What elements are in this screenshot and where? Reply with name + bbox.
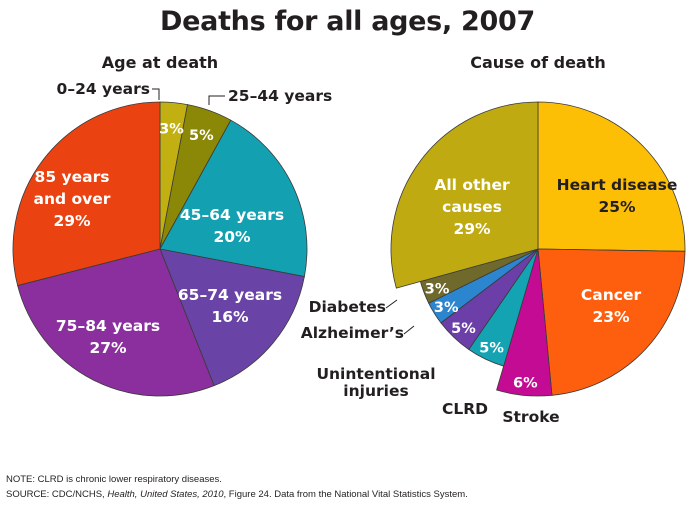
pie-slice-stroke bbox=[496, 248, 553, 397]
cause-stroke-value: 6% bbox=[513, 375, 538, 391]
age-0-24-leader-line bbox=[152, 88, 160, 100]
pie-slice-45-64-years bbox=[159, 119, 308, 278]
source-suffix: , Figure 24. Data from the National Vita… bbox=[223, 489, 468, 500]
cause-alzheimer-s-label: Alzheimer’s bbox=[301, 324, 404, 342]
cause-heart-disease-value: 25% bbox=[598, 198, 636, 216]
pie-slice-heart-disease bbox=[537, 101, 686, 252]
footnote-note: NOTE: CLRD is chronic lower respiratory … bbox=[6, 474, 222, 485]
cause-alzheimer-s-value: 3% bbox=[434, 300, 459, 316]
age-75-84-years-label: 75–84 years bbox=[56, 317, 160, 335]
cause-chart-title: Cause of death bbox=[470, 53, 606, 72]
age-75-84-years-value: 27% bbox=[89, 339, 127, 357]
cause-unintentional-injuries-label-2: injuries bbox=[343, 382, 408, 400]
age-0-24-years-label: 0–24 years bbox=[57, 80, 150, 98]
diabetes-leader-line bbox=[385, 299, 398, 309]
cause-diabetes-value: 3% bbox=[425, 282, 450, 298]
age-65-74-years-label: 65–74 years bbox=[178, 286, 282, 304]
age-65-74-years-value: 16% bbox=[211, 308, 249, 326]
cause-unintentional-injuries-value: 5% bbox=[451, 321, 476, 337]
age-25-44-leader-line bbox=[208, 95, 225, 105]
cause-stroke-label: Stroke bbox=[502, 408, 559, 426]
age-85-years-and-over-label: 85 years bbox=[35, 168, 110, 186]
cause-all-other-causes-value: 29% bbox=[453, 220, 491, 238]
cause-all-other-causes-label: All other bbox=[434, 176, 510, 194]
cause-of-death-pie: Heart disease 25% Cancer 23% 6% 5%5% 3% 3% All o… bbox=[301, 101, 686, 426]
age-45-64-years-value: 20% bbox=[213, 228, 251, 246]
pie-slice-cancer bbox=[537, 248, 686, 396]
pie-slice-65-74-years bbox=[159, 248, 305, 387]
cause-clrd-label: CLRD bbox=[442, 400, 488, 418]
footnote-source: SOURCE: CDC/NCHS, Health, United States,… bbox=[6, 489, 468, 500]
cause-clrd-value: 5% bbox=[479, 341, 504, 357]
pie-slice-all-other-causes bbox=[390, 101, 539, 289]
chart-main-title: Deaths for all ages, 2007 bbox=[160, 6, 535, 37]
cause-heart-disease-label: Heart disease bbox=[557, 176, 678, 194]
age-45-64-years-label: 45–64 years bbox=[180, 206, 284, 224]
source-prefix: SOURCE: CDC/NCHS, bbox=[6, 489, 108, 500]
age-at-death-pie: 3% 5% 45–64 years 20% 65–74 years 16% 75–84 ye… bbox=[12, 80, 332, 397]
pie-slice-75-84-years bbox=[17, 248, 215, 397]
age-chart-title: Age at death bbox=[102, 53, 218, 72]
age-0-24-years-value: 3% bbox=[159, 122, 184, 138]
source-title: Health, United States, 2010 bbox=[107, 489, 224, 500]
age-25-44-years-label: 25–44 years bbox=[228, 87, 332, 105]
age-85-years-and-over-value: 29% bbox=[53, 212, 91, 230]
age-85-years-and-over-label: and over bbox=[34, 190, 111, 208]
pie-charts: Age at death Cause of death 3% 5% 45–64 ye… bbox=[12, 53, 686, 426]
alzheimers-leader-line bbox=[403, 325, 415, 335]
cause-all-other-causes-label: causes bbox=[442, 198, 502, 216]
age-25-44-years-value: 5% bbox=[189, 128, 214, 144]
cause-diabetes-label: Diabetes bbox=[309, 298, 386, 316]
cause-unintentional-injuries-label: Unintentional bbox=[316, 365, 435, 383]
pie-slice-85-years-and-over bbox=[12, 101, 161, 287]
cause-cancer-value: 23% bbox=[592, 308, 630, 326]
cause-cancer-label: Cancer bbox=[581, 286, 642, 304]
